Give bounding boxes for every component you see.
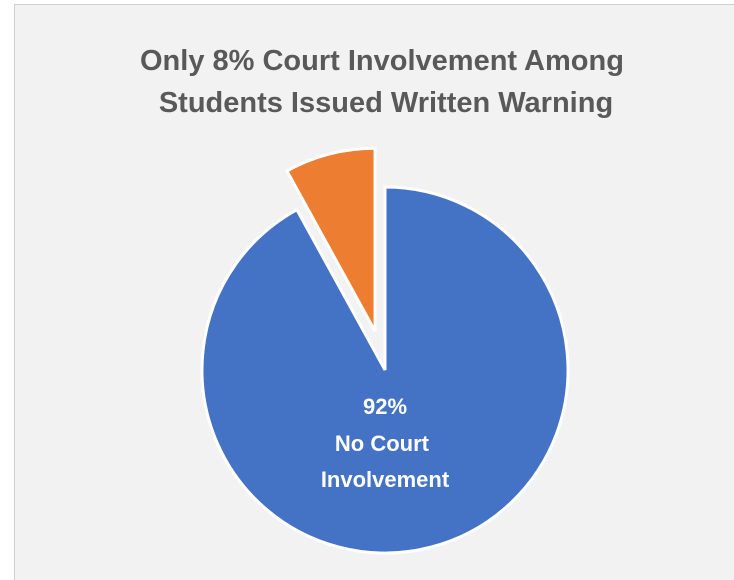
pie-slice <box>200 185 570 555</box>
category-label: No Court Involvement <box>321 431 450 492</box>
pie-slice <box>284 146 377 332</box>
data-label: 92% <box>363 394 407 419</box>
chart-title: Only 8% Court Involvement Among Students… <box>140 45 632 119</box>
